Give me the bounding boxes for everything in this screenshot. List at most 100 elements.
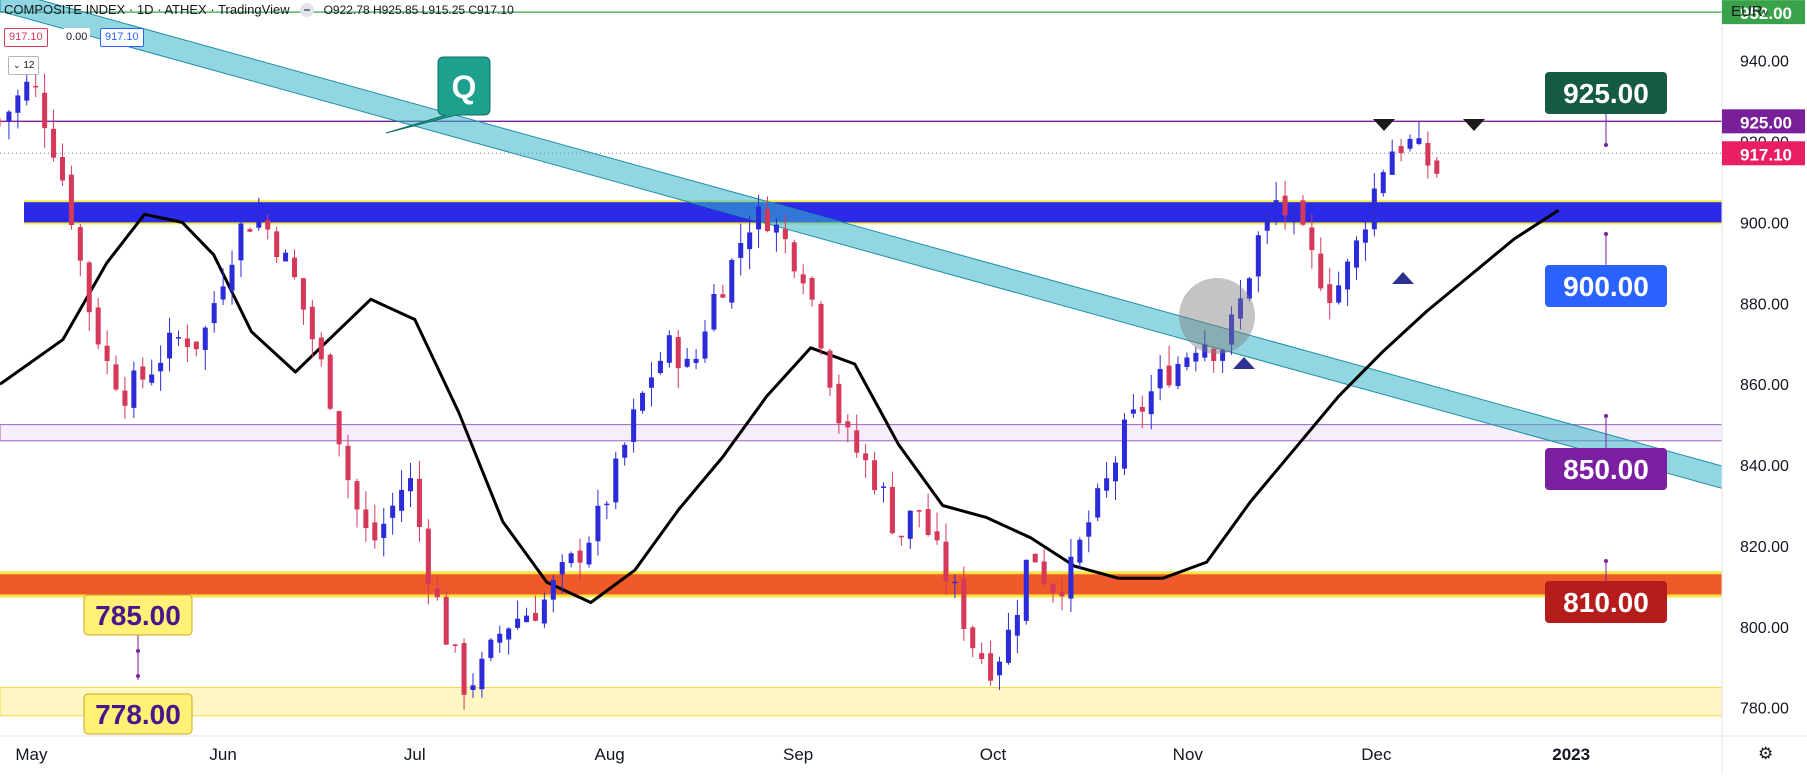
- candle-down: [247, 229, 253, 232]
- candle-down: [764, 208, 770, 232]
- x-tick-label: Aug: [594, 745, 624, 764]
- candle-up: [1014, 614, 1020, 636]
- level-label-850-00-box: [1545, 448, 1667, 490]
- candle-down: [104, 345, 110, 362]
- candle-up: [1113, 462, 1119, 482]
- support-zone-purple: [0, 424, 1723, 442]
- candle-up: [1193, 352, 1199, 362]
- level-label-810-00-text: 810.00: [1563, 587, 1649, 618]
- candle-up: [1220, 350, 1226, 361]
- settings-gear-icon[interactable]: ⚙: [1758, 744, 1774, 763]
- candle-down: [809, 278, 815, 300]
- hide-toggle-icon[interactable]: [299, 2, 314, 17]
- x-tick-label: Nov: [1173, 745, 1204, 764]
- candle-down: [345, 445, 351, 481]
- candle-down: [827, 350, 833, 388]
- candle-up: [684, 358, 690, 367]
- candle-up: [1407, 138, 1413, 149]
- candle-down: [988, 653, 994, 681]
- candle-down: [416, 478, 422, 528]
- candle-up: [559, 562, 565, 575]
- candle-up: [756, 206, 762, 230]
- candle-down: [309, 306, 315, 340]
- candle-down: [979, 653, 985, 659]
- candle-down: [443, 596, 449, 645]
- x-tick-label: 2023: [1552, 745, 1590, 764]
- chart-header: COMPOSITE INDEX · 1D · ATHEX · TradingVi…: [4, 2, 514, 17]
- candle-down: [434, 588, 440, 598]
- y-tick-label: 860.00: [1740, 377, 1789, 394]
- level-anchor-dot: [1604, 143, 1608, 147]
- candle-up: [952, 581, 958, 584]
- y-tick-label: 780.00: [1740, 701, 1789, 718]
- candle-up: [283, 252, 289, 262]
- candle-down: [925, 509, 931, 535]
- candle-up: [256, 214, 262, 228]
- candle-up: [229, 264, 235, 291]
- candle-down: [1041, 561, 1047, 584]
- candle-down: [0, 120, 3, 123]
- candle-down: [1309, 227, 1315, 251]
- candle-down: [59, 157, 65, 181]
- candle-up: [880, 486, 887, 488]
- candle-up: [408, 478, 414, 492]
- x-tick-label: Dec: [1361, 745, 1392, 764]
- candle-up: [1068, 556, 1074, 599]
- price-tag-917-10[interactable]: [1722, 141, 1805, 166]
- candle-down: [1139, 406, 1145, 412]
- price-tag-925-00[interactable]: [1722, 109, 1805, 134]
- currency-selector[interactable]: EUR˅: [1731, 3, 1769, 20]
- level-label-925-00-box: [1545, 72, 1667, 114]
- support-zone-yellow: [0, 686, 1723, 717]
- candle-up: [497, 633, 503, 643]
- x-tick-label: Sep: [783, 745, 813, 764]
- candle-up: [1291, 206, 1297, 222]
- level-label-810-00: 810.00: [1545, 581, 1667, 623]
- level-label-778-box: [83, 693, 193, 735]
- candle-down: [1166, 365, 1172, 386]
- interval-badge[interactable]: ⌄ 12: [8, 56, 40, 75]
- candle-down: [327, 354, 333, 409]
- level-label-900-00: 900.00: [1545, 265, 1667, 307]
- currency-label: EUR: [1731, 3, 1763, 20]
- candle-down: [577, 550, 583, 563]
- candle-up: [158, 362, 164, 372]
- candle-down: [836, 383, 842, 424]
- candle-up: [488, 639, 494, 658]
- candle-up: [1005, 629, 1011, 663]
- candle-down: [33, 85, 39, 88]
- buy-price-tag[interactable]: 917.10: [100, 28, 144, 47]
- level-anchor-dot: [136, 674, 140, 678]
- bottom-marker-triangle: [1233, 357, 1255, 369]
- candle-up: [693, 358, 699, 363]
- candle-down: [782, 228, 788, 240]
- top-marker-triangle: [1463, 119, 1485, 131]
- candle-down: [791, 242, 797, 272]
- level-anchor-dot: [1604, 559, 1608, 563]
- interval-badge-label: 12: [23, 60, 35, 71]
- candle-up: [1130, 409, 1136, 414]
- level-label-785: 785.00: [83, 594, 193, 636]
- candle-up: [1336, 285, 1342, 303]
- price-tag-text: 952.00: [1740, 4, 1792, 23]
- candle-down: [372, 522, 378, 541]
- q-callout[interactable]: [385, 56, 491, 134]
- top-marker-triangle: [1373, 119, 1395, 131]
- candle-up: [1380, 172, 1386, 194]
- level-label-925-00-text: 925.00: [1563, 78, 1649, 109]
- symbol-title[interactable]: COMPOSITE INDEX · 1D · ATHEX · TradingVi…: [4, 2, 290, 17]
- candle-up: [1184, 357, 1190, 367]
- candle-up: [238, 223, 244, 261]
- candle-up: [1077, 539, 1083, 563]
- candle-down: [1327, 284, 1333, 303]
- sell-price-tag[interactable]: 917.10: [4, 28, 48, 47]
- candle-up: [15, 95, 21, 113]
- candle-down: [800, 274, 806, 284]
- price-tag-952-00[interactable]: [1722, 0, 1805, 25]
- candle-down: [675, 337, 681, 369]
- candle-down: [1398, 146, 1404, 154]
- candle-up: [773, 224, 779, 233]
- y-tick-label: 900.00: [1740, 215, 1789, 232]
